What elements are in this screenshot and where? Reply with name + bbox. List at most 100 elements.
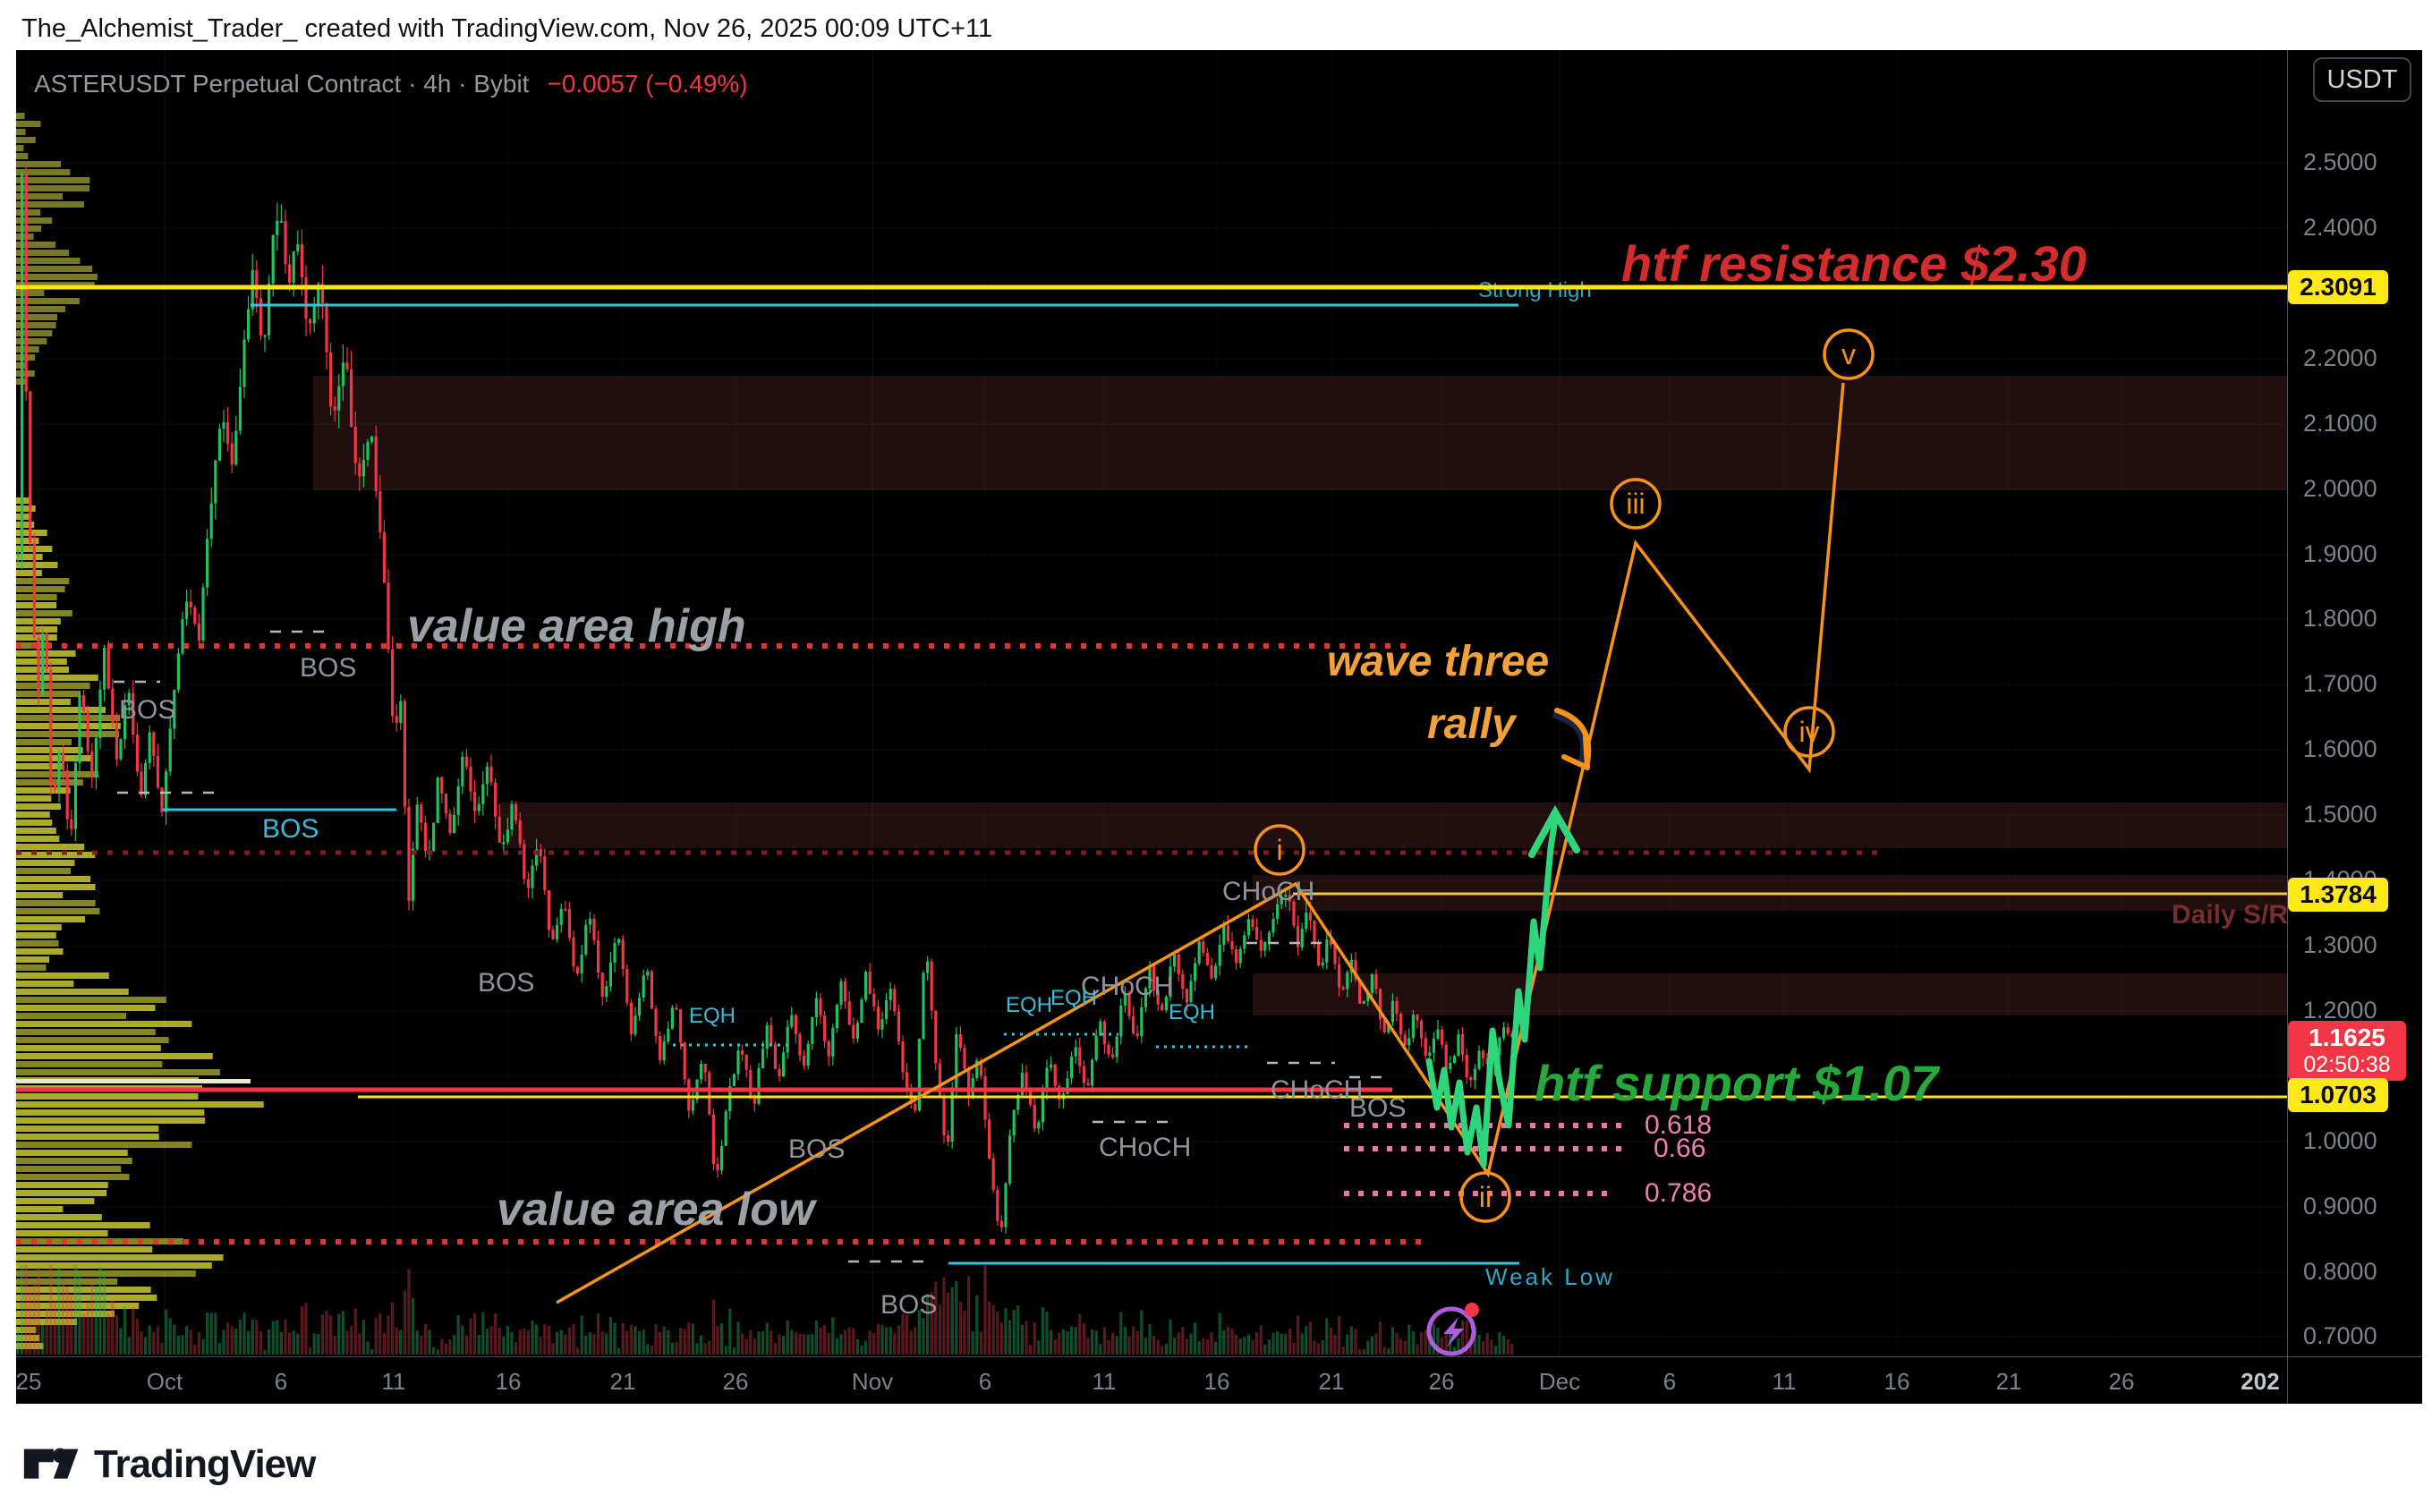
volume-bar bbox=[687, 1322, 691, 1355]
volume-bar bbox=[613, 1322, 617, 1355]
volume-bar bbox=[1091, 1329, 1094, 1355]
time-tick-11: 11 bbox=[1092, 1368, 1117, 1395]
candle-body bbox=[773, 1044, 777, 1069]
volume-bar bbox=[86, 1303, 89, 1355]
candle-body bbox=[1123, 993, 1127, 1006]
candle-body bbox=[786, 1026, 789, 1053]
volume-bar bbox=[1420, 1332, 1424, 1355]
volume-bar bbox=[1086, 1338, 1090, 1355]
candle-body bbox=[98, 689, 102, 739]
candle-body bbox=[284, 220, 287, 265]
candle-body bbox=[86, 711, 89, 752]
volume-bar bbox=[514, 1341, 518, 1355]
candle-body bbox=[790, 1015, 794, 1027]
volume-bar bbox=[119, 1328, 123, 1355]
candle-body bbox=[539, 849, 542, 857]
volume-bar bbox=[1465, 1321, 1468, 1355]
volume-bar bbox=[889, 1327, 892, 1355]
candle-body bbox=[852, 1024, 855, 1039]
volume-bar bbox=[1070, 1326, 1074, 1355]
volume-bar bbox=[378, 1312, 382, 1355]
volume-profile-bar bbox=[16, 1029, 156, 1035]
candle-body bbox=[111, 688, 115, 723]
volume-bar bbox=[646, 1344, 650, 1355]
candle-body bbox=[423, 822, 427, 852]
volume-bar bbox=[608, 1317, 612, 1355]
volume-bar bbox=[1041, 1307, 1044, 1355]
volume-profile-bar bbox=[16, 1037, 169, 1043]
candle-body bbox=[728, 1085, 732, 1112]
volume-bar bbox=[1411, 1331, 1415, 1355]
candle-body bbox=[576, 966, 580, 974]
candle-body bbox=[181, 619, 184, 654]
volume-bar bbox=[412, 1297, 415, 1355]
candle-body bbox=[572, 937, 575, 967]
candle-body bbox=[600, 973, 604, 998]
volume-bar bbox=[605, 1333, 608, 1355]
price-badge-1.1625: 1.1625 02:50:38 bbox=[2288, 1021, 2406, 1081]
candle-body bbox=[638, 998, 642, 1016]
volume-bar bbox=[811, 1334, 814, 1355]
volume-bar bbox=[1407, 1324, 1411, 1355]
candle-body bbox=[271, 234, 275, 284]
volume-bar bbox=[29, 1287, 32, 1355]
volume-bar bbox=[370, 1348, 374, 1355]
candle-body bbox=[115, 722, 118, 760]
candle-body bbox=[679, 1009, 683, 1042]
volume-bar bbox=[551, 1343, 555, 1355]
volume-bar bbox=[814, 1321, 818, 1355]
volume-profile-bar bbox=[16, 1319, 78, 1325]
volume-bar bbox=[387, 1315, 390, 1355]
volume-profile-top-bar bbox=[16, 306, 66, 312]
volume-bar bbox=[1123, 1327, 1127, 1355]
volume-bar bbox=[1305, 1326, 1308, 1355]
volume-bar bbox=[1292, 1342, 1296, 1355]
volume-bar bbox=[152, 1331, 156, 1355]
symbol-legend[interactable]: ASTERUSDT Perpetual Contract · 4h · Bybi… bbox=[34, 70, 748, 98]
volume-bar bbox=[1243, 1337, 1246, 1355]
volume-bar bbox=[868, 1330, 872, 1355]
candle-body bbox=[518, 820, 522, 845]
time-scale[interactable]: 25 Oct 6 11 16 21 26 Nov 6 11 16 21 26 Dec 6 11 16 21 26 20… bbox=[16, 1356, 2287, 1404]
candle-body bbox=[700, 1064, 703, 1080]
volume-bar bbox=[1374, 1333, 1378, 1355]
candle-body bbox=[1156, 990, 1160, 1005]
volume-profile-bar bbox=[16, 779, 83, 786]
htf-resistance-label: htf resistance $2.30 bbox=[1621, 235, 2087, 292]
volume-bar bbox=[230, 1326, 234, 1355]
price-scale[interactable]: USDT 2.5000 2.4000 2.2000 2.1000 2.0000 1.900… bbox=[2287, 50, 2422, 1403]
candle-body bbox=[456, 786, 460, 815]
tradingview-logo[interactable]: TradingView bbox=[22, 1442, 316, 1487]
candle-body bbox=[1144, 988, 1147, 1007]
candle-body bbox=[1189, 981, 1193, 1003]
candle-body bbox=[70, 819, 73, 829]
candle-body bbox=[1197, 941, 1201, 964]
volume-bar bbox=[510, 1331, 514, 1355]
volume-bar bbox=[21, 1265, 24, 1355]
volume-bar bbox=[1218, 1312, 1221, 1355]
price-tick-2.4000: 2.4000 bbox=[2303, 214, 2377, 241]
volume-profile-bar bbox=[16, 634, 57, 641]
volume-bar bbox=[1469, 1345, 1473, 1355]
candle-body bbox=[543, 856, 547, 891]
candle-body bbox=[605, 986, 608, 998]
volume-bar bbox=[1107, 1339, 1110, 1355]
candle-body bbox=[1082, 1066, 1085, 1083]
volume-bar bbox=[1033, 1321, 1036, 1355]
candle-body bbox=[1366, 992, 1370, 1002]
currency-toggle-button[interactable]: USDT bbox=[2313, 57, 2411, 102]
candle-body bbox=[1099, 1021, 1102, 1036]
value-area-high-label: value area high bbox=[407, 600, 746, 652]
candle-body bbox=[407, 806, 411, 901]
candle-body bbox=[1094, 1035, 1098, 1060]
candle-body bbox=[230, 443, 234, 465]
volume-bar bbox=[1444, 1330, 1448, 1355]
volume-profile-bar bbox=[16, 522, 35, 528]
volume-bar bbox=[16, 1330, 20, 1355]
volume-bar bbox=[642, 1329, 645, 1355]
candle-body bbox=[1066, 1078, 1069, 1094]
candle-body bbox=[320, 284, 324, 303]
volume-bar bbox=[1493, 1346, 1497, 1355]
volume-bar bbox=[53, 1300, 56, 1355]
volume-profile-bar bbox=[16, 1222, 150, 1228]
